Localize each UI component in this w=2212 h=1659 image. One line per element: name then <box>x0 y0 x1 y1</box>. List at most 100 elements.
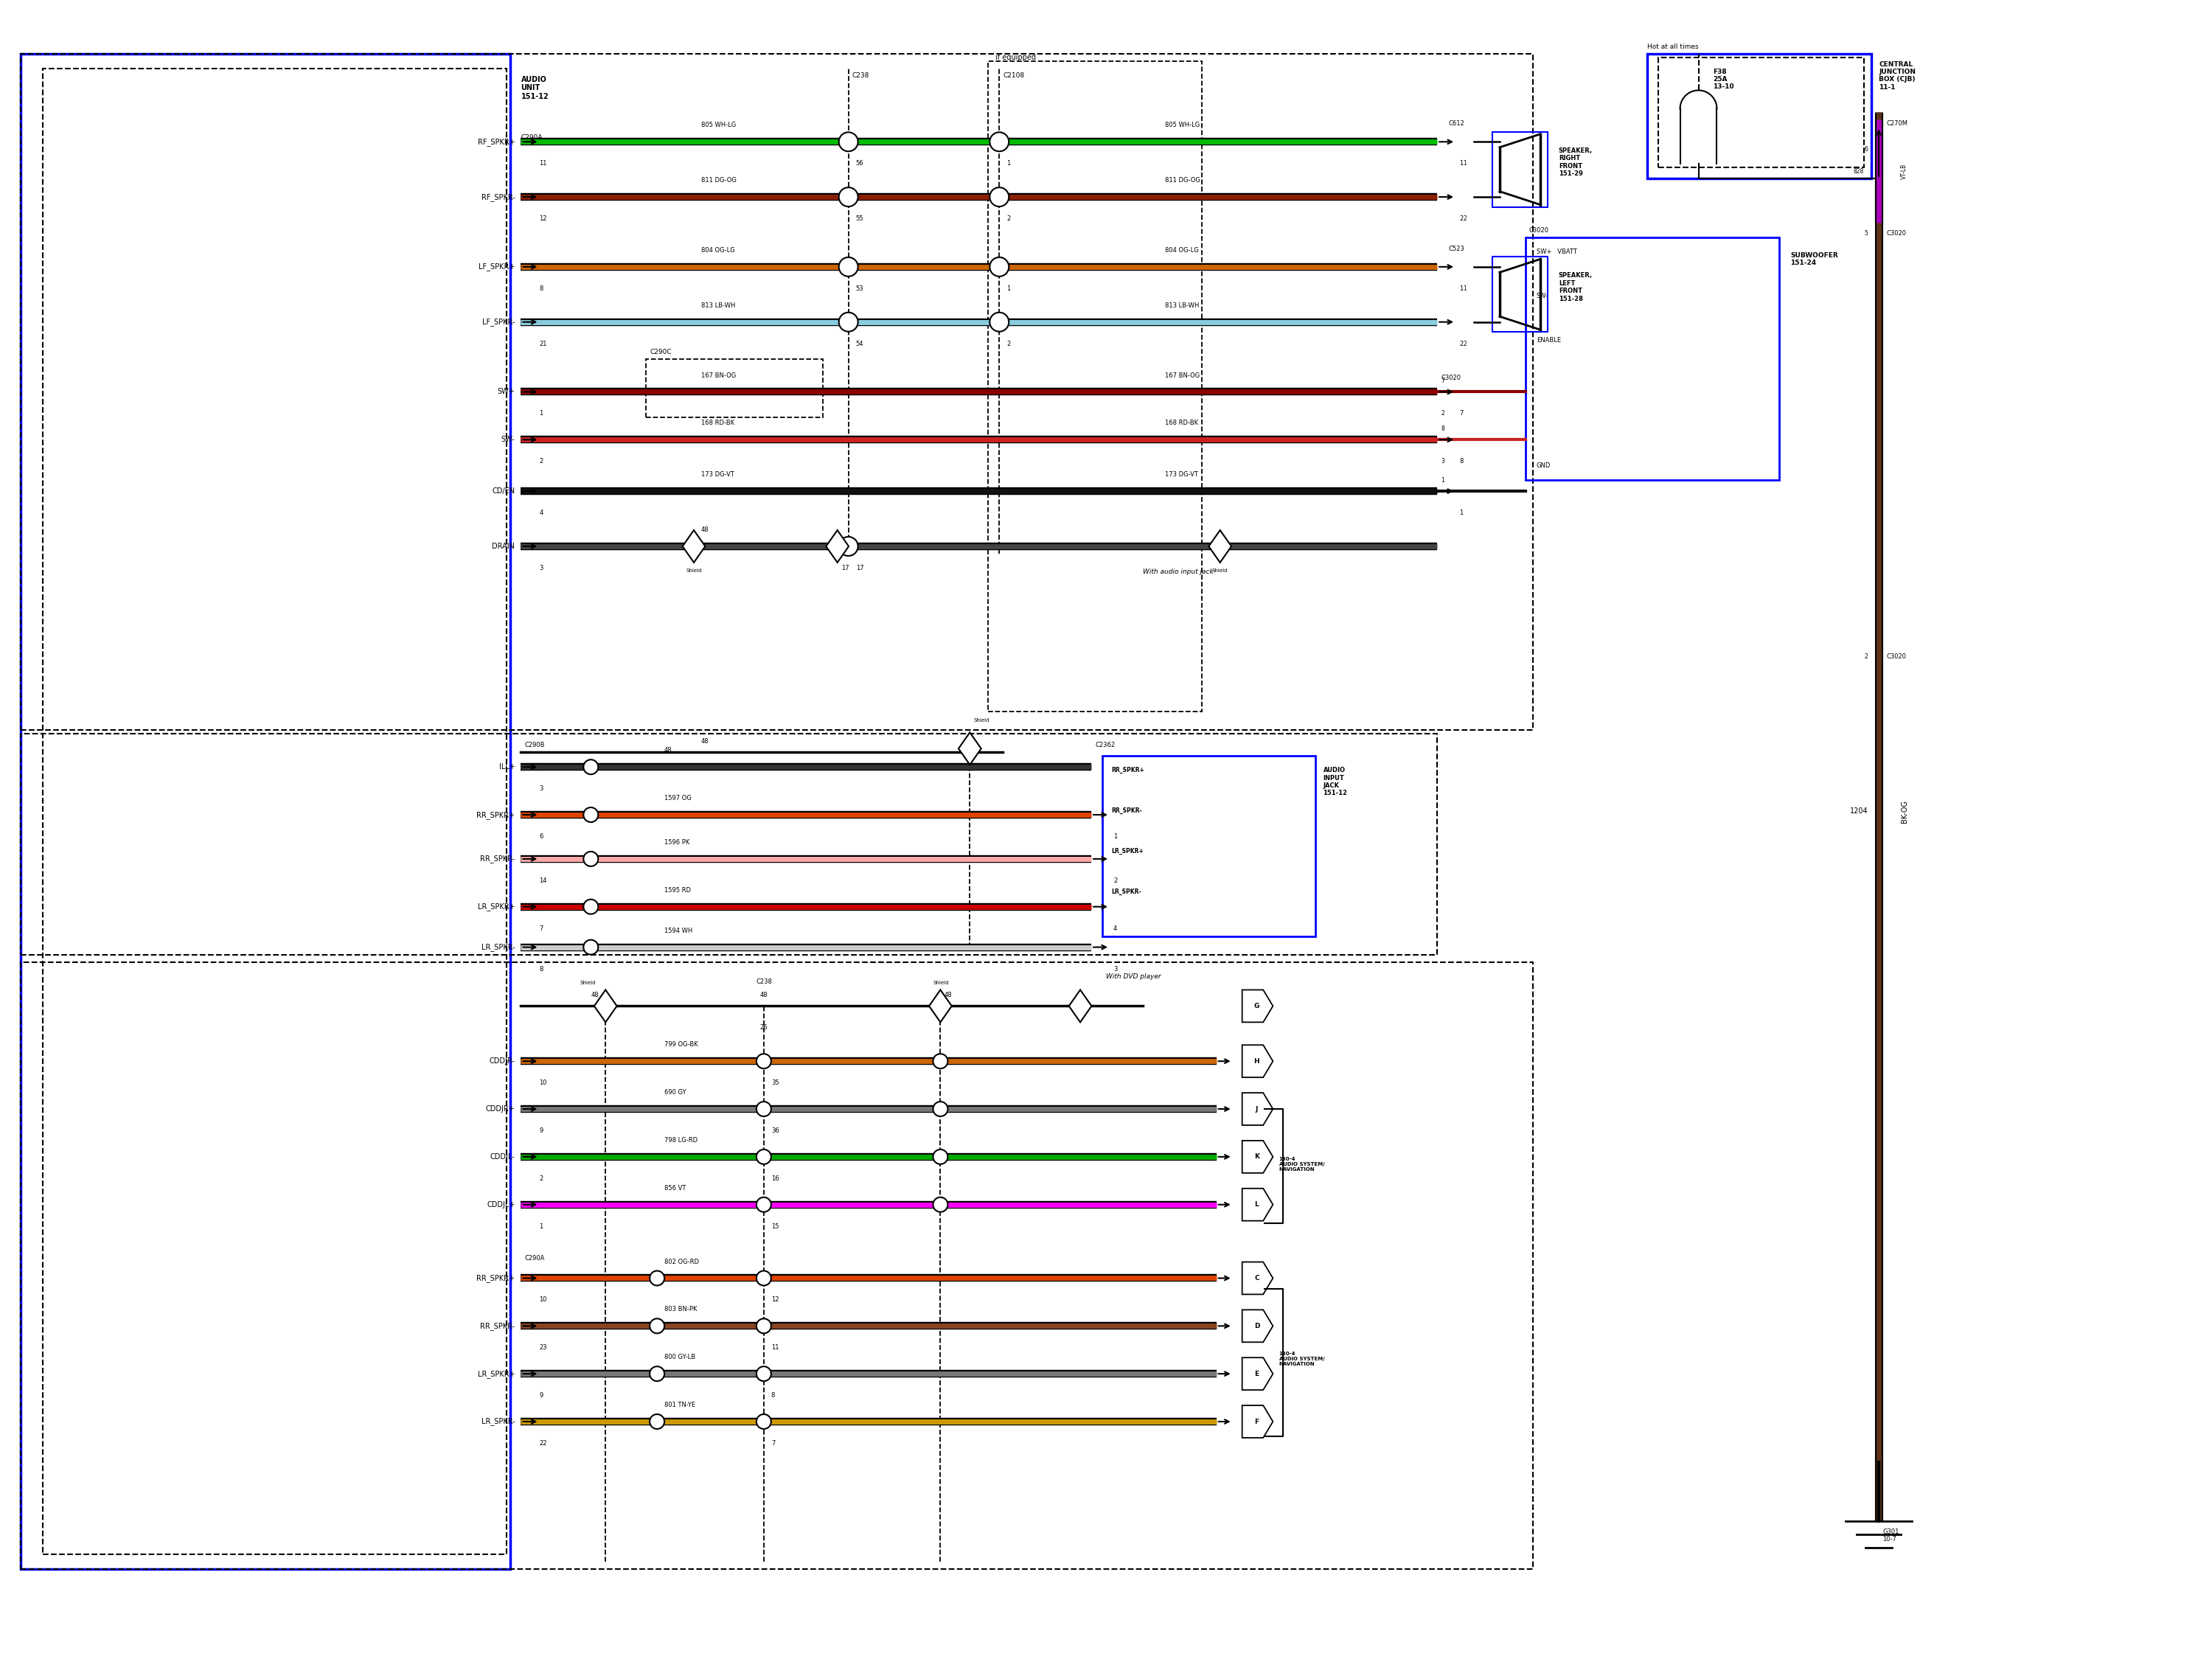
Text: RR_SPKR+: RR_SPKR+ <box>476 1274 515 1282</box>
Text: SW+: SW+ <box>498 388 515 395</box>
Text: L: L <box>1254 1201 1259 1208</box>
Text: 800 GY-LB: 800 GY-LB <box>664 1354 695 1360</box>
Text: 11: 11 <box>772 1344 779 1350</box>
Text: AUDIO
UNIT
151-12: AUDIO UNIT 151-12 <box>520 76 549 100</box>
Circle shape <box>933 1053 947 1068</box>
Text: CDDJR+: CDDJR+ <box>487 1105 515 1113</box>
Text: Shield: Shield <box>686 569 701 572</box>
Text: ENABLE: ENABLE <box>1537 337 1562 343</box>
Text: 1: 1 <box>1006 285 1011 292</box>
Text: 804 OG-LG: 804 OG-LG <box>701 247 734 254</box>
Text: 55: 55 <box>856 216 863 222</box>
Text: C2362: C2362 <box>1095 742 1115 748</box>
Text: RR_SPKR-: RR_SPKR- <box>480 854 515 863</box>
Text: 10: 10 <box>540 1297 546 1304</box>
Text: RR_SPKR+: RR_SPKR+ <box>476 811 515 820</box>
Text: 1: 1 <box>1460 509 1462 516</box>
Circle shape <box>838 538 858 556</box>
Text: 56: 56 <box>856 161 863 168</box>
Text: C270M: C270M <box>1887 119 1907 126</box>
Text: 803 BN-PK: 803 BN-PK <box>664 1306 697 1312</box>
Text: 168 RD-BK: 168 RD-BK <box>1166 420 1199 426</box>
Text: 36: 36 <box>772 1128 779 1135</box>
Text: 2: 2 <box>540 1175 544 1181</box>
Text: C290A: C290A <box>520 134 542 141</box>
Text: 21: 21 <box>540 340 546 347</box>
Text: 2: 2 <box>1460 340 1462 347</box>
Text: 9: 9 <box>540 1392 544 1399</box>
Text: 1: 1 <box>1006 161 1011 168</box>
Circle shape <box>838 257 858 277</box>
Text: LR_SPKR-: LR_SPKR- <box>482 1417 515 1425</box>
Text: 8: 8 <box>540 966 544 972</box>
Text: SPEAKER,
LEFT
FRONT
151-28: SPEAKER, LEFT FRONT 151-28 <box>1559 272 1593 302</box>
Text: 2: 2 <box>1113 878 1117 884</box>
Text: RR_SPKR-: RR_SPKR- <box>480 1322 515 1331</box>
Text: 2: 2 <box>1865 654 1867 660</box>
Text: K: K <box>1254 1153 1259 1160</box>
Polygon shape <box>825 531 849 562</box>
Text: C523: C523 <box>1449 246 1464 252</box>
Text: 7: 7 <box>1440 378 1444 385</box>
Text: GND: GND <box>1537 463 1551 469</box>
Text: CDDJL-: CDDJL- <box>491 1153 515 1161</box>
Text: LR_SPKR+: LR_SPKR+ <box>478 902 515 911</box>
Text: 167 BN-OG: 167 BN-OG <box>1166 372 1199 378</box>
Circle shape <box>933 1102 947 1117</box>
Text: 4: 4 <box>1113 926 1117 932</box>
Circle shape <box>989 133 1009 151</box>
Text: 801 TN-YE: 801 TN-YE <box>664 1402 695 1408</box>
Text: E: E <box>1254 1370 1259 1377</box>
Text: 14: 14 <box>540 878 546 884</box>
Text: 811 DG-OG: 811 DG-OG <box>1166 178 1201 184</box>
Text: 856 VT: 856 VT <box>664 1185 686 1191</box>
Circle shape <box>989 312 1009 332</box>
Circle shape <box>650 1319 664 1334</box>
Circle shape <box>757 1150 772 1165</box>
Text: 17: 17 <box>841 564 849 571</box>
Text: F38
25A
13-10: F38 25A 13-10 <box>1712 68 1734 90</box>
Text: Shield: Shield <box>933 980 949 985</box>
Text: 2: 2 <box>1462 216 1467 222</box>
Text: 3: 3 <box>1440 458 1444 465</box>
Text: 811 DG-OG: 811 DG-OG <box>701 178 737 184</box>
Circle shape <box>757 1413 772 1428</box>
Text: 173 DG-VT: 173 DG-VT <box>701 471 734 478</box>
Text: 130-4
AUDIO SYSTEM/
NAVIGATION: 130-4 AUDIO SYSTEM/ NAVIGATION <box>1279 1352 1325 1367</box>
Circle shape <box>584 760 597 775</box>
Text: 2: 2 <box>1460 216 1462 222</box>
Text: 2: 2 <box>540 458 544 465</box>
Text: SUBWOOFER
151-24: SUBWOOFER 151-24 <box>1790 252 1838 267</box>
Text: RR_SPKR+: RR_SPKR+ <box>1110 766 1144 773</box>
Text: 48: 48 <box>591 992 599 999</box>
Text: C3020: C3020 <box>1887 654 1907 660</box>
Text: Shield: Shield <box>1212 569 1228 572</box>
Circle shape <box>838 133 858 151</box>
Text: 7: 7 <box>772 1440 774 1447</box>
Text: 48: 48 <box>761 992 768 999</box>
Circle shape <box>650 1271 664 1286</box>
Text: 8: 8 <box>1440 426 1444 433</box>
Text: G301
10-7: G301 10-7 <box>1882 1528 1898 1543</box>
Text: BK-OG: BK-OG <box>1900 800 1909 823</box>
Text: 130-4
AUDIO SYSTEM/
NAVIGATION: 130-4 AUDIO SYSTEM/ NAVIGATION <box>1279 1156 1325 1171</box>
Polygon shape <box>1068 990 1091 1022</box>
Text: 2: 2 <box>1006 340 1011 347</box>
Text: 12: 12 <box>540 216 546 222</box>
Text: 3: 3 <box>540 564 544 571</box>
Text: 17: 17 <box>856 564 863 571</box>
Text: 48: 48 <box>945 992 951 999</box>
Text: LR_SPKR+: LR_SPKR+ <box>478 1370 515 1379</box>
Text: 1: 1 <box>540 1223 544 1229</box>
Circle shape <box>584 851 597 866</box>
Text: 690 GY: 690 GY <box>664 1088 686 1095</box>
Text: 802 OG-RD: 802 OG-RD <box>664 1258 699 1264</box>
Text: C3020: C3020 <box>1528 227 1548 234</box>
Text: ILL+: ILL+ <box>500 763 515 771</box>
Text: 1597 OG: 1597 OG <box>664 795 692 801</box>
Text: Shield: Shield <box>973 718 989 723</box>
Circle shape <box>757 1367 772 1382</box>
Polygon shape <box>958 732 982 765</box>
Text: 8: 8 <box>1460 458 1462 465</box>
Text: 1: 1 <box>1462 161 1467 168</box>
